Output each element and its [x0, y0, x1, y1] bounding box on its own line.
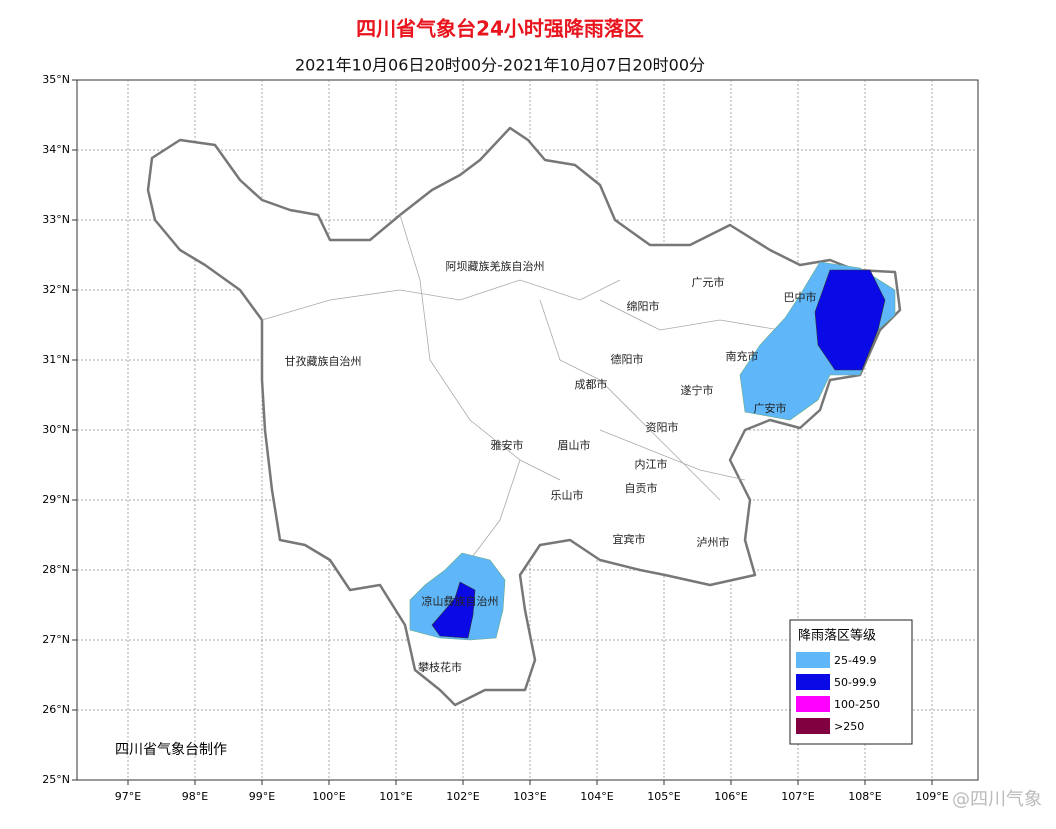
legend-title: 降雨落区等级	[798, 628, 876, 644]
place-label: 成都市	[575, 377, 608, 391]
lat-label: 27°N	[42, 633, 70, 646]
lat-label: 33°N	[42, 213, 70, 226]
lat-label: 31°N	[42, 353, 70, 366]
lat-label: 26°N	[42, 703, 70, 716]
place-label: 雅安市	[491, 438, 524, 452]
lon-label: 109°E	[915, 790, 948, 803]
legend-label: 100-250	[834, 698, 880, 711]
place-label: 甘孜藏族自治州	[285, 354, 362, 368]
place-label: 广元市	[692, 275, 725, 289]
legend-swatch	[796, 718, 830, 734]
lon-label: 103°E	[513, 790, 546, 803]
place-label: 凉山彝族自治州	[422, 594, 499, 608]
place-label: 宜宾市	[613, 532, 646, 546]
lat-label: 34°N	[42, 143, 70, 156]
place-label: 德阳市	[611, 352, 644, 366]
watermark: @四川气象	[952, 789, 1042, 810]
lon-label: 102°E	[446, 790, 479, 803]
lon-label: 101°E	[379, 790, 412, 803]
legend: 25-49.9 50-99.9 100-250 >250	[796, 652, 880, 734]
lat-label: 32°N	[42, 283, 70, 296]
lat-label: 30°N	[42, 423, 70, 436]
place-label: 阿坝藏族羌族自治州	[446, 259, 545, 273]
lon-label: 98°E	[182, 790, 208, 803]
legend-swatch	[796, 652, 830, 668]
lon-label: 100°E	[312, 790, 345, 803]
lon-label: 106°E	[714, 790, 747, 803]
lon-label: 97°E	[115, 790, 141, 803]
lat-label: 25°N	[42, 773, 70, 786]
place-label: 内江市	[635, 457, 668, 471]
legend-label: 50-99.9	[834, 676, 876, 689]
legend-label: 25-49.9	[834, 654, 876, 667]
place-label: 泸州市	[697, 535, 730, 549]
place-label: 攀枝花市	[418, 660, 462, 674]
rain-area	[431, 581, 476, 639]
lat-label: 29°N	[42, 493, 70, 506]
legend-swatch	[796, 674, 830, 690]
lon-label: 107°E	[781, 790, 814, 803]
lat-label: 28°N	[42, 563, 70, 576]
legend-swatch	[796, 696, 830, 712]
legend-label: >250	[834, 720, 864, 733]
county-lines	[261, 214, 781, 601]
lon-label: 108°E	[848, 790, 881, 803]
lon-label: 99°E	[249, 790, 275, 803]
province-outline	[146, 126, 902, 707]
place-label: 眉山市	[558, 438, 591, 452]
lon-label: 104°E	[580, 790, 613, 803]
place-label: 遂宁市	[681, 383, 714, 397]
place-label: 巴中市	[784, 290, 817, 304]
lat-label: 35°N	[42, 73, 70, 86]
credit: 四川省气象台制作	[115, 742, 227, 758]
place-label: 绵阳市	[627, 299, 660, 313]
place-label: 乐山市	[551, 488, 584, 502]
subtitle: 2021年10月06日20时00分-2021年10月07日20时00分	[295, 56, 705, 75]
rain-area	[814, 269, 886, 371]
place-label: 自贡市	[625, 481, 658, 495]
title: 四川省气象台24小时强降雨落区	[356, 17, 644, 41]
place-label: 广安市	[754, 401, 787, 415]
place-label: 南充市	[726, 349, 759, 363]
lon-label: 105°E	[647, 790, 680, 803]
place-label: 资阳市	[646, 420, 679, 434]
